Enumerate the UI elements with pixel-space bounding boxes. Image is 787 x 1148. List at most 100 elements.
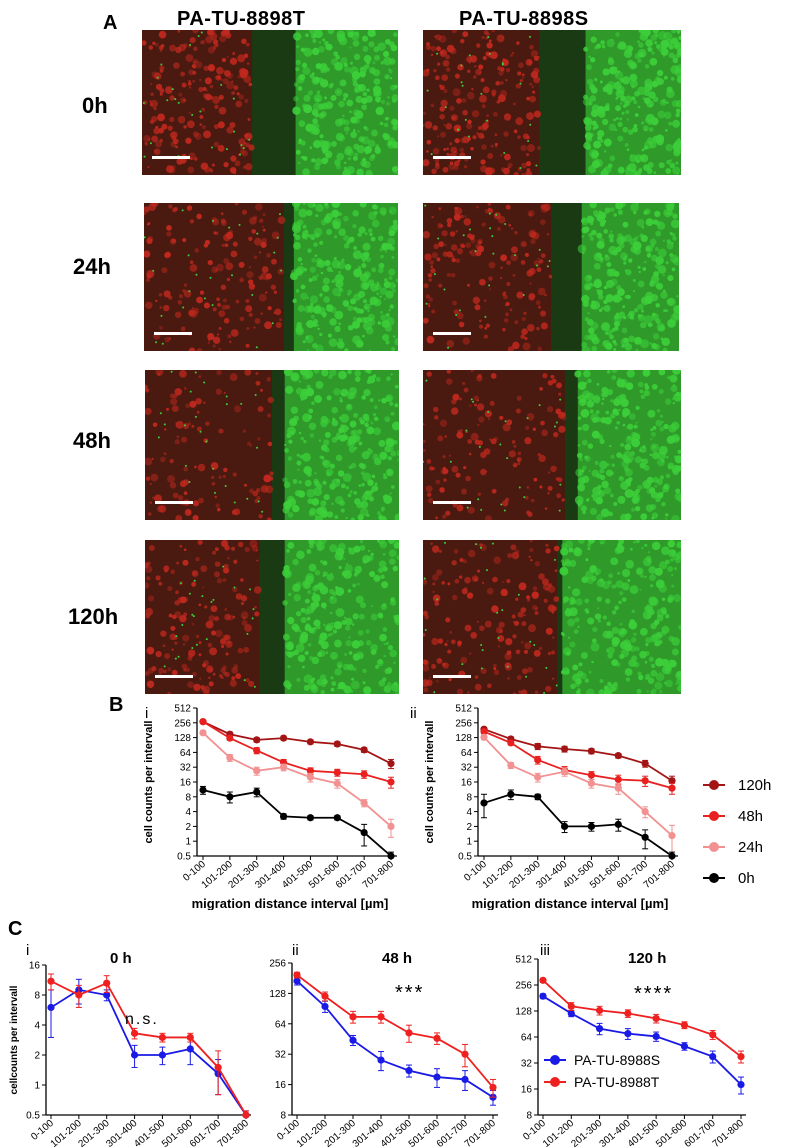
data-point [668,852,676,860]
legend-marker [550,1055,560,1065]
data-point [226,793,234,801]
y-axis-label: cell counts per intervall [424,721,436,844]
data-point [539,992,547,1000]
data-point [306,767,315,775]
scale-bar [155,501,193,504]
data-point [158,1033,167,1042]
data-point [349,1036,357,1044]
data-point [306,738,315,746]
data-point [507,790,515,798]
data-point [387,759,395,768]
data-point [641,759,649,768]
legend-marker [709,811,719,821]
data-point [614,820,622,828]
data-point [333,814,341,822]
scale-bar [154,332,192,335]
data-point [349,1013,357,1021]
x-tick-label: 701-800 [463,1118,499,1148]
chart-title: 120 h [628,950,666,967]
y-tick-label: 512 [174,704,191,715]
legend-label: 120h [738,777,771,794]
y-tick-label: 0.5 [177,852,191,863]
data-point [587,747,596,755]
x-tick-label: 701-800 [711,1118,747,1148]
data-point [214,1063,222,1072]
data-point [360,799,368,807]
data-point [321,992,329,1000]
chart-title: 48 h [382,950,412,967]
data-point [242,1111,250,1119]
data-point [737,1052,745,1061]
row-label-48h: 48h [73,428,111,453]
data-point [534,742,542,750]
y-tick-label: 16 [275,1080,287,1091]
data-point [306,773,315,781]
series-line [483,728,673,782]
x-tick-label: 701-800 [361,859,397,891]
significance-annotation: **** [634,983,673,1005]
y-tick-label: 16 [29,961,41,972]
legend-label: 48h [738,808,763,825]
data-point [130,1029,139,1037]
series-line [202,720,392,765]
data-point [641,808,649,816]
data-point [614,775,622,784]
row-label-120h: 120h [68,604,119,629]
series-line [542,995,742,1086]
data-point [360,770,368,778]
panel-b-letter: B [109,694,124,716]
chart-b-i: 0.512481632641282565120-100101-200201-30… [143,704,397,910]
y-tick-label: 512 [515,955,532,966]
data-point [539,976,547,984]
legend-b: 120h 48h 24h 0h [703,777,771,887]
legend-marker [709,873,719,883]
data-point [103,979,111,987]
data-point [433,1073,441,1081]
legend-label: PA-TU-8988T [574,1074,660,1090]
data-point [641,777,649,785]
data-point [507,761,515,769]
series-line [202,789,392,857]
y-tick-label: 8 [185,792,191,803]
data-point [652,1032,660,1041]
y-tick-label: 256 [515,981,532,992]
micrograph-t-24h [144,203,398,351]
chart-title: 0 h [110,950,132,967]
data-point [103,991,111,999]
panel-label: iii [540,942,550,959]
y-tick-label: 256 [174,718,191,729]
y-tick-label: 2 [185,822,191,833]
series-line [202,732,392,828]
y-tick-label: 128 [174,733,191,744]
data-point [47,977,55,985]
data-point [279,812,288,820]
y-tick-label: 2 [466,822,472,833]
y-tick-label: 1 [34,1081,40,1092]
x-axis-label: migration distance interval [µm] [472,896,669,910]
micrograph-t-0h [142,30,398,175]
panel-label: i [145,705,148,722]
data-point [186,1033,194,1042]
y-tick-label: 32 [180,763,192,774]
panel-label: i [26,942,29,959]
scale-bar [155,675,193,678]
series-line [542,979,742,1058]
y-tick-label: 4 [466,807,472,818]
micrograph-s-48h [423,370,681,520]
y-tick-label: 256 [455,718,472,729]
data-point [199,786,207,794]
data-point [652,1014,660,1023]
data-point [321,1002,329,1011]
data-point [624,1009,632,1018]
y-tick-label: 64 [521,1033,533,1044]
micrograph-t-48h [145,370,399,520]
data-point [226,754,234,762]
y-tick-label: 32 [521,1059,533,1070]
scale-bar [433,332,471,335]
panel-label: ii [410,705,417,722]
data-point [595,1006,604,1015]
y-tick-label: 32 [461,763,473,774]
data-point [624,1030,632,1038]
series-line [296,980,494,1098]
data-point [405,1067,413,1075]
